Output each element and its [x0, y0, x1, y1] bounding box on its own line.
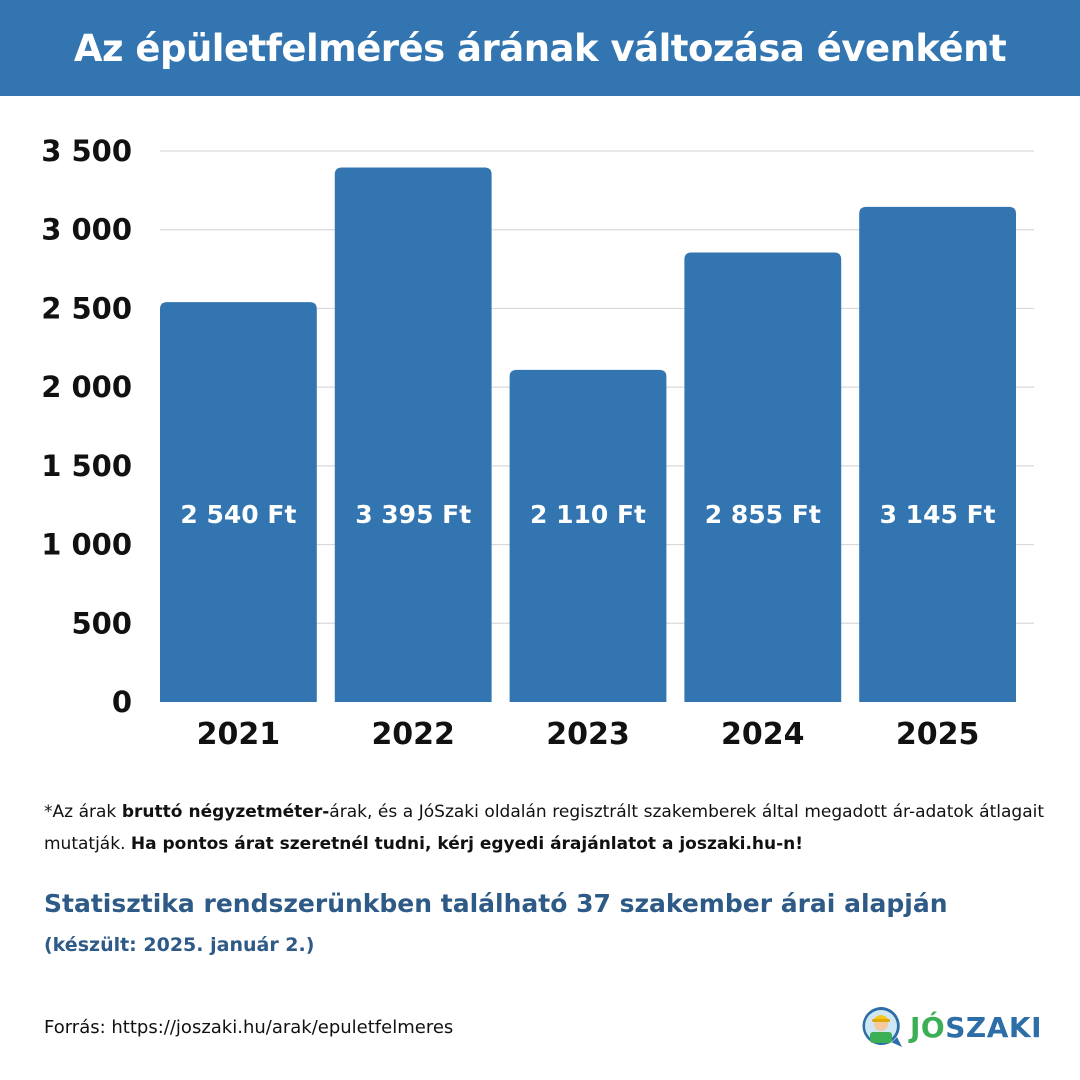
logo-text-jo: JÓ [910, 1010, 946, 1044]
bar-2022 [334, 167, 492, 702]
y-tick-label: 3 500 [41, 134, 132, 168]
x-tick-label: 2024 [721, 717, 805, 752]
source-link[interactable]: Forrás: https://joszaki.hu/arak/epuletfe… [44, 1017, 454, 1038]
y-axis-ticks: 0 500 1 000 1 500 2 000 2 500 3 000 3 500 [41, 134, 132, 719]
y-tick-label: 1 000 [41, 528, 132, 562]
x-tick-label: 2025 [896, 717, 980, 752]
joszaki-logo: JÓSZAKI [858, 1002, 1042, 1052]
y-tick-label: 3 000 [41, 213, 132, 247]
bar-2023 [509, 369, 667, 702]
y-tick-label: 0 [112, 685, 132, 719]
logo-text-szaki: SZAKI [945, 1010, 1042, 1044]
bar-value-label: 2 855 Ft [705, 500, 821, 529]
page-title: Az épületfelmérés árának változása évenk… [0, 0, 1080, 96]
bar-2021 [160, 302, 317, 702]
bar-value-label: 3 145 Ft [880, 500, 996, 529]
bars: 2 540 Ft 3 395 Ft 2 110 Ft 2 855 Ft 3 145 Ft [160, 167, 1016, 702]
bar-chart: 0 500 1 000 1 500 2 000 2 500 3 000 3 500 2 540… [41, 134, 1034, 752]
logo-wordmark: JÓSZAKI [910, 1011, 1042, 1044]
footnote-text-2: árak, és a JóSzaki oldalán regisztrált s… [44, 802, 1045, 854]
bar-2025 [859, 206, 1016, 702]
x-tick-label: 2021 [197, 717, 281, 752]
statistics-date: (készült: 2025. január 2.) [44, 934, 315, 956]
x-axis-labels: 2021 2022 2023 2024 2025 [197, 717, 980, 752]
x-tick-label: 2022 [371, 717, 455, 752]
footnote: *Az árak bruttó négyzetméter-árak, és a … [44, 796, 1044, 860]
statistics-caption: Statisztika rendszerünkben található 37 … [44, 889, 948, 918]
footnote-bold-1: bruttó négyzetméter- [121, 802, 330, 822]
x-tick-label: 2023 [546, 717, 630, 752]
y-tick-label: 2 000 [41, 370, 132, 404]
bar-value-label: 3 395 Ft [355, 500, 471, 529]
footnote-bold-2: Ha pontos árat szeretnél tudni, kérj egy… [130, 834, 804, 854]
bar-2024 [684, 252, 842, 702]
footnote-text-1: *Az árak [44, 802, 122, 822]
y-tick-label: 500 [71, 606, 132, 640]
y-tick-label: 1 500 [41, 449, 132, 483]
bar-value-label: 2 110 Ft [530, 500, 646, 529]
bar-value-label: 2 540 Ft [180, 500, 296, 529]
joszaki-mascot-icon [862, 1007, 902, 1047]
y-tick-label: 2 500 [41, 291, 132, 325]
